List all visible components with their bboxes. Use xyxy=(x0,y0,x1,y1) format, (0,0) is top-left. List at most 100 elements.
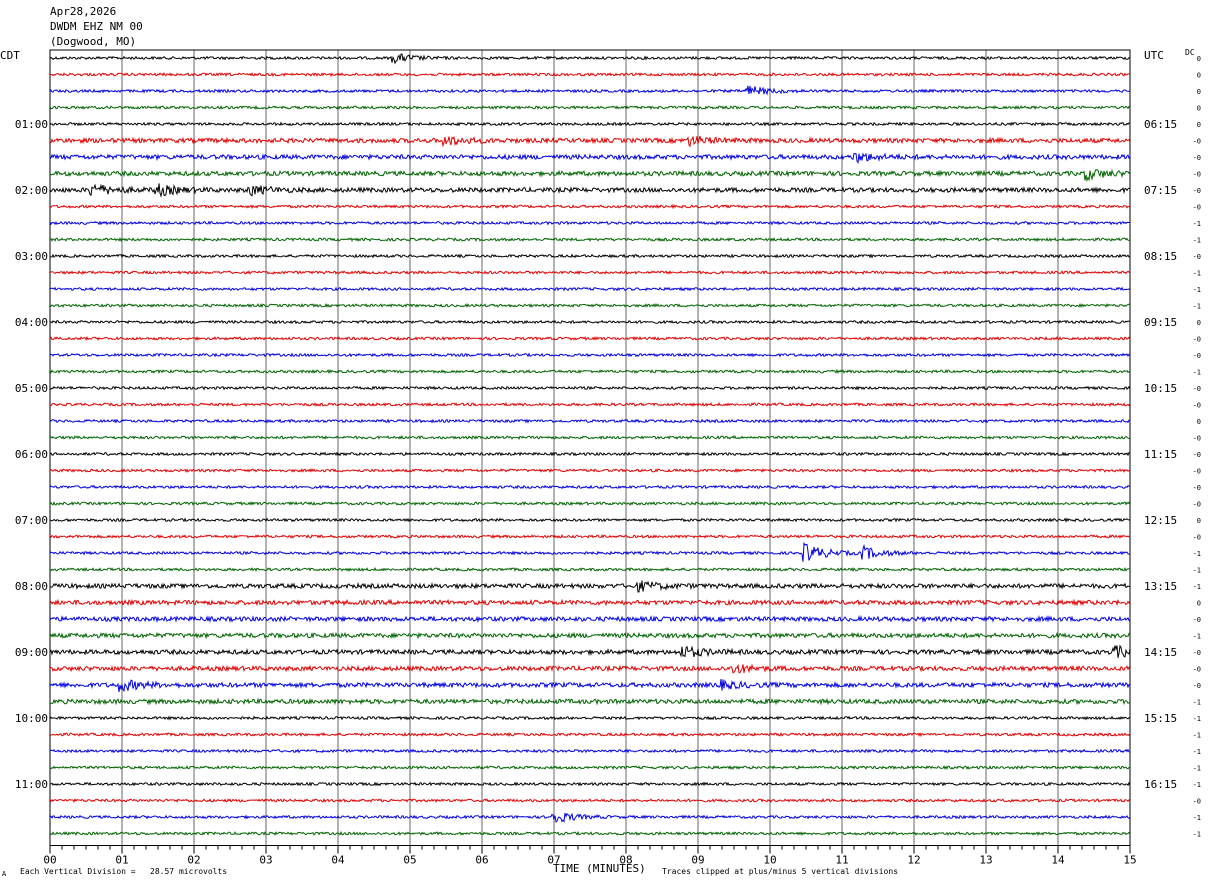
seismic-trace xyxy=(49,484,1131,490)
cdt-hour-label: 02:00 xyxy=(15,184,48,197)
x-axis-label: TIME (MINUTES) xyxy=(553,862,646,875)
seismic-trace xyxy=(49,598,1131,607)
dc-offset-label: 0 xyxy=(1197,517,1201,525)
dc-offset-label: 0 xyxy=(1197,600,1201,608)
dc-offset-label: -1 xyxy=(1193,270,1201,278)
dc-offset-label: -0 xyxy=(1193,451,1201,459)
dc-offset-label: -0 xyxy=(1193,682,1201,690)
clip-note: Traces clipped at plus/minus 5 vertical … xyxy=(662,867,899,876)
dc-offset-label: 0 xyxy=(1197,319,1201,327)
dc-offset-label: -0 xyxy=(1193,616,1201,624)
x-tick-label: 13 xyxy=(979,854,992,867)
dc-offset-label: -0 xyxy=(1193,154,1201,162)
cdt-hour-label: 05:00 xyxy=(15,382,48,395)
dc-offset-label: -1 xyxy=(1193,732,1201,740)
utc-hour-label: 09:15 xyxy=(1144,316,1177,329)
seismic-trace xyxy=(49,104,1131,110)
utc-hour-label: 08:15 xyxy=(1144,250,1177,263)
dc-offset-label: 0 xyxy=(1197,72,1201,80)
seismic-trace xyxy=(49,812,1131,823)
dc-offset-label: -1 xyxy=(1193,369,1201,377)
dc-offset-label: -0 xyxy=(1193,649,1201,657)
dc-offset-label: -1 xyxy=(1193,550,1201,558)
scale-note: Each Vertical Division = 28.57 microvolt… xyxy=(20,867,228,876)
dc-offset-label: -0 xyxy=(1193,138,1201,146)
seismic-trace xyxy=(49,368,1131,375)
x-tick-label: 10 xyxy=(763,854,776,867)
x-tick-label: 12 xyxy=(907,854,920,867)
seismic-trace xyxy=(50,253,1131,259)
dc-label: DC xyxy=(1185,48,1195,57)
plot-frame xyxy=(49,49,1131,846)
seismic-trace xyxy=(49,270,1131,275)
dc-offset-label: -0 xyxy=(1193,468,1201,476)
seismic-trace xyxy=(49,85,1131,96)
seismic-trace xyxy=(49,797,1131,803)
cdt-hour-label: 11:00 xyxy=(15,778,48,791)
dc-offset-label: 0 xyxy=(1197,55,1201,63)
seismic-trace xyxy=(49,352,1131,358)
station-location: (Dogwood, MO) xyxy=(50,35,137,48)
seismic-trace xyxy=(49,715,1131,721)
dc-offset-label: -1 xyxy=(1193,286,1201,294)
seismic-trace xyxy=(49,468,1131,474)
x-tick-label: 01 xyxy=(115,854,128,867)
dc-offset-label: -0 xyxy=(1193,402,1201,410)
seismic-trace xyxy=(49,71,1131,77)
dc-offset-label: 0 xyxy=(1197,121,1201,129)
x-tick-label: 07 xyxy=(547,854,560,867)
seismic-trace xyxy=(49,402,1131,408)
dc-offset-label: -1 xyxy=(1193,220,1201,228)
utc-hour-label: 11:15 xyxy=(1144,448,1177,461)
dc-offset-label: -0 xyxy=(1193,798,1201,806)
cdt-hour-label: 07:00 xyxy=(15,514,48,527)
dc-offset-label: 0 xyxy=(1197,88,1201,96)
cdt-hour-label: 09:00 xyxy=(15,646,48,659)
dc-offset-label: -1 xyxy=(1193,699,1201,707)
seismic-trace xyxy=(49,830,1131,837)
seismic-trace xyxy=(49,168,1131,183)
utc-hour-label: 06:15 xyxy=(1144,118,1177,131)
seismic-trace xyxy=(50,517,1131,523)
dc-offset-label: -1 xyxy=(1193,831,1201,839)
dc-offset-label: -0 xyxy=(1193,534,1201,542)
cdt-hour-label: 01:00 xyxy=(15,118,48,131)
seismic-trace xyxy=(49,183,1130,198)
dc-offset-label: -0 xyxy=(1193,435,1201,443)
corner-mark: A xyxy=(2,870,7,878)
seismic-trace xyxy=(49,220,1131,226)
seismic-trace xyxy=(49,614,1131,623)
cdt-label: CDT xyxy=(0,49,20,62)
seismic-trace xyxy=(49,435,1131,440)
seismic-trace xyxy=(49,541,1130,562)
utc-label: UTC xyxy=(1144,49,1164,62)
seismic-trace xyxy=(49,335,1131,342)
cdt-hour-label: 03:00 xyxy=(15,250,48,263)
seismic-trace xyxy=(49,53,1131,65)
seismic-trace xyxy=(49,418,1131,424)
x-tick-label: 06 xyxy=(475,854,488,867)
dc-offset-label: -1 xyxy=(1193,748,1201,756)
dc-offset-label: 0 xyxy=(1197,418,1201,426)
seismic-trace xyxy=(49,121,1131,127)
dc-offset-label: -1 xyxy=(1193,303,1201,311)
utc-hour-label: 13:15 xyxy=(1144,580,1177,593)
cdt-hour-label: 04:00 xyxy=(15,316,48,329)
station-code: DWDM EHZ NM 00 xyxy=(50,20,143,33)
x-tick-label: 03 xyxy=(259,854,272,867)
x-tick-label: 09 xyxy=(691,854,704,867)
dc-offset-label: -1 xyxy=(1193,567,1201,575)
cdt-hour-label: 08:00 xyxy=(15,580,48,593)
seismic-trace xyxy=(49,765,1131,771)
utc-hour-label: 15:15 xyxy=(1144,712,1177,725)
seismic-trace xyxy=(49,533,1131,539)
seismic-trace xyxy=(49,135,1131,148)
seismic-trace xyxy=(49,451,1131,457)
dc-offset-label: -1 xyxy=(1193,814,1201,822)
seismic-trace xyxy=(49,731,1131,738)
utc-hour-label: 12:15 xyxy=(1144,514,1177,527)
x-tick-label: 00 xyxy=(43,854,56,867)
seismic-trace xyxy=(49,286,1131,292)
dc-offset-label: -1 xyxy=(1193,715,1201,723)
